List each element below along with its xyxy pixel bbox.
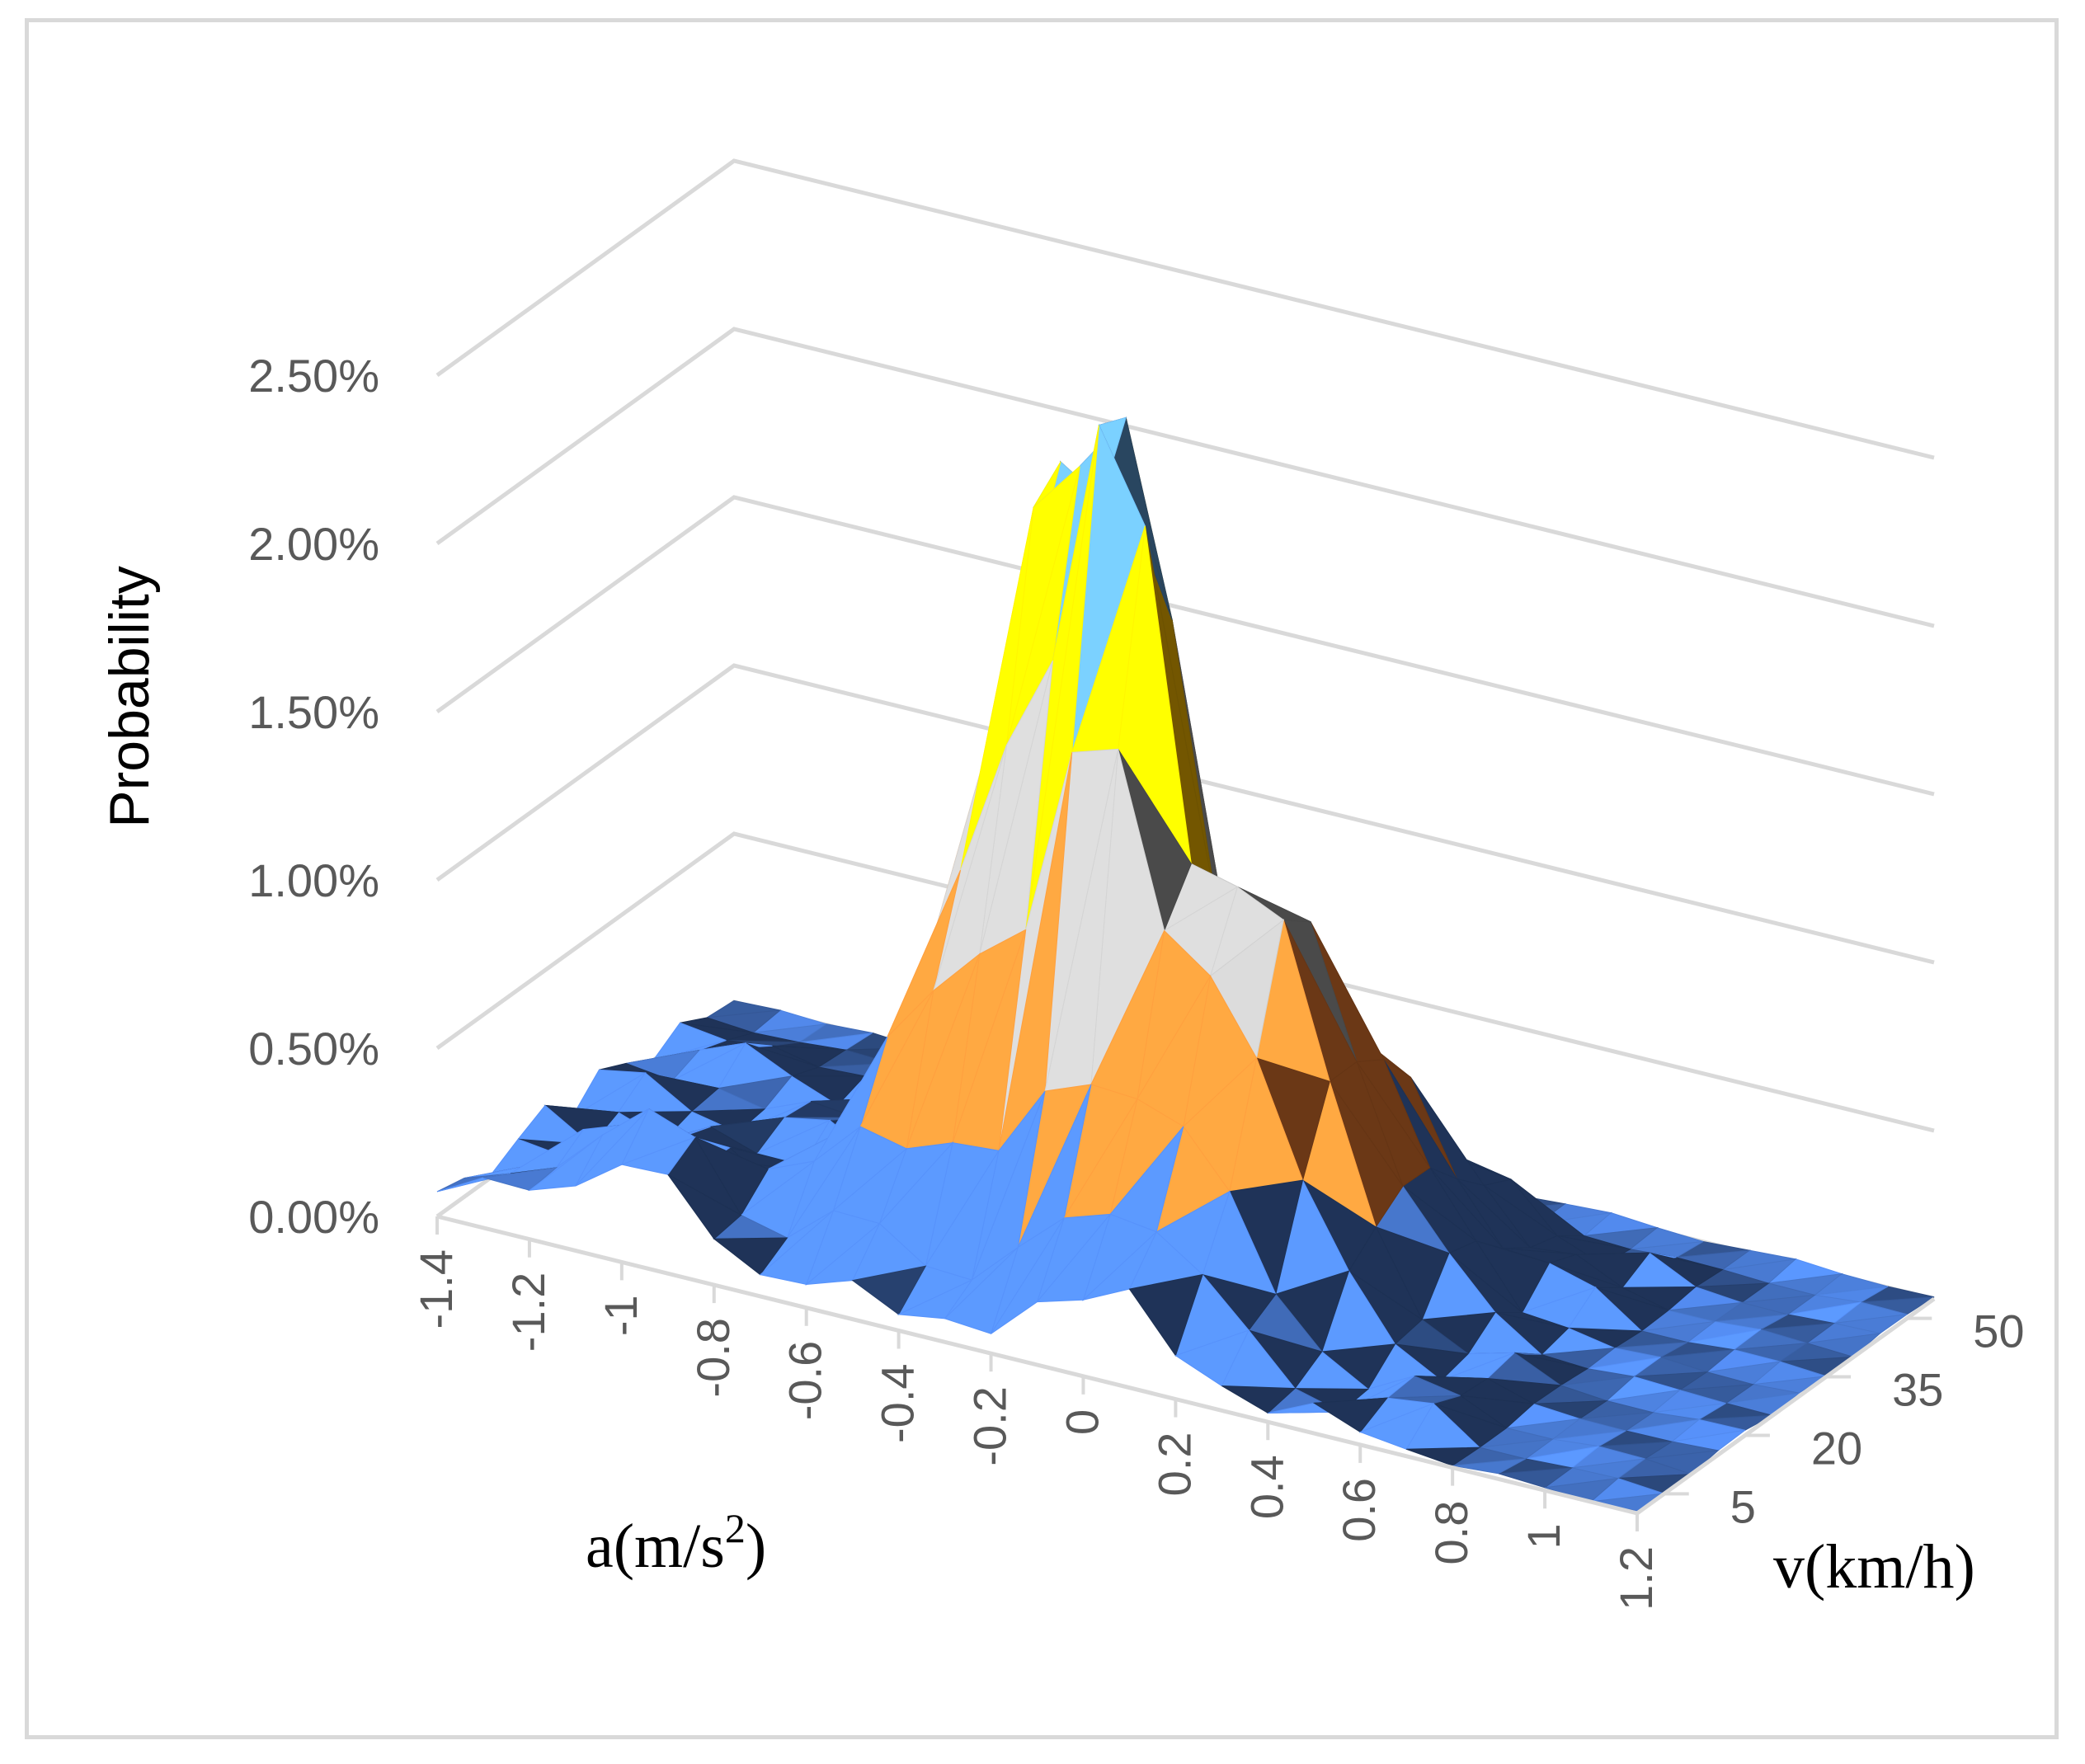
a-tick-label: 0.4 (1240, 1455, 1292, 1519)
a-tick-label: 1.2 (1610, 1546, 1662, 1611)
surface-facet (1358, 1402, 1435, 1450)
a-tick-label: -1 (595, 1295, 647, 1336)
surface-facet (1128, 1273, 1203, 1357)
gridline (435, 663, 1935, 965)
surface-facet (805, 1223, 880, 1286)
v-axis-title: v(km/h) (1773, 1532, 1975, 1602)
a-axis-title: a(m/s2) (586, 1505, 766, 1581)
gridline (435, 327, 1935, 628)
a-tick-label: 0.8 (1425, 1501, 1477, 1565)
surface-facet (851, 1265, 927, 1315)
v-axis-line (1636, 1296, 1936, 1516)
a-tick-label: -1.4 (410, 1249, 462, 1329)
surface-facet (1498, 1467, 1574, 1489)
v-tick-label: 20 (1811, 1422, 1862, 1474)
a-tick-label: -1.2 (502, 1272, 554, 1352)
z-tick-label: 0.00% (248, 1191, 379, 1243)
surface-facet (759, 1210, 834, 1286)
z-tick-label: 1.00% (248, 854, 379, 906)
z-tick-label: 1.50% (248, 686, 379, 738)
surface-facet (1312, 1397, 1389, 1433)
z-tick-label: 0.50% (248, 1023, 379, 1075)
v-tick-label: 35 (1892, 1364, 1943, 1416)
surface-facet (528, 1134, 604, 1191)
a-tick-label: 0 (1056, 1409, 1108, 1435)
gridline (435, 831, 1935, 1133)
a-tick-label: -0.2 (964, 1386, 1016, 1466)
axes (435, 1214, 1936, 1531)
a-tick-label: 0.2 (1148, 1432, 1200, 1497)
surface-facet (944, 1247, 1019, 1334)
surface-facet (1036, 1214, 1111, 1303)
surface-facet (620, 1136, 696, 1175)
surface-facet (482, 1167, 558, 1191)
surface-plot (436, 416, 1935, 1512)
z-tick-label: 2.50% (248, 350, 379, 402)
v-tick-label: 5 (1730, 1480, 1756, 1532)
tick-labels: 0.00% 0.50% 1.00% 1.50% 2.00% 2.50% -1.4 -1.2 -1… (248, 350, 2024, 1611)
surface-facet (1406, 1446, 1481, 1466)
surface-facet (991, 1217, 1065, 1334)
z-tick-label: 2.00% (248, 518, 379, 570)
surface-facet (1174, 1329, 1250, 1387)
a-tick-label: 0.6 (1333, 1478, 1385, 1542)
gridline (435, 158, 1935, 460)
a-tick-label: -0.6 (779, 1341, 831, 1421)
surface-facet (897, 1278, 973, 1319)
z-axis-title: Probability (98, 566, 161, 828)
gridline (435, 495, 1935, 797)
a-tick-label: -0.4 (872, 1363, 924, 1443)
a-axis-line (436, 1214, 1638, 1516)
surface-facet (1221, 1385, 1297, 1414)
a-tick-label: 1 (1518, 1523, 1570, 1549)
v-tick-label: 50 (1973, 1305, 2024, 1357)
surface-facet (667, 1174, 742, 1240)
surface-facet (575, 1108, 650, 1187)
a-tick-label: -0.8 (687, 1318, 739, 1398)
surface-facet (713, 1237, 788, 1276)
surface-facet (1452, 1458, 1527, 1475)
surface-facet (1081, 1231, 1157, 1301)
